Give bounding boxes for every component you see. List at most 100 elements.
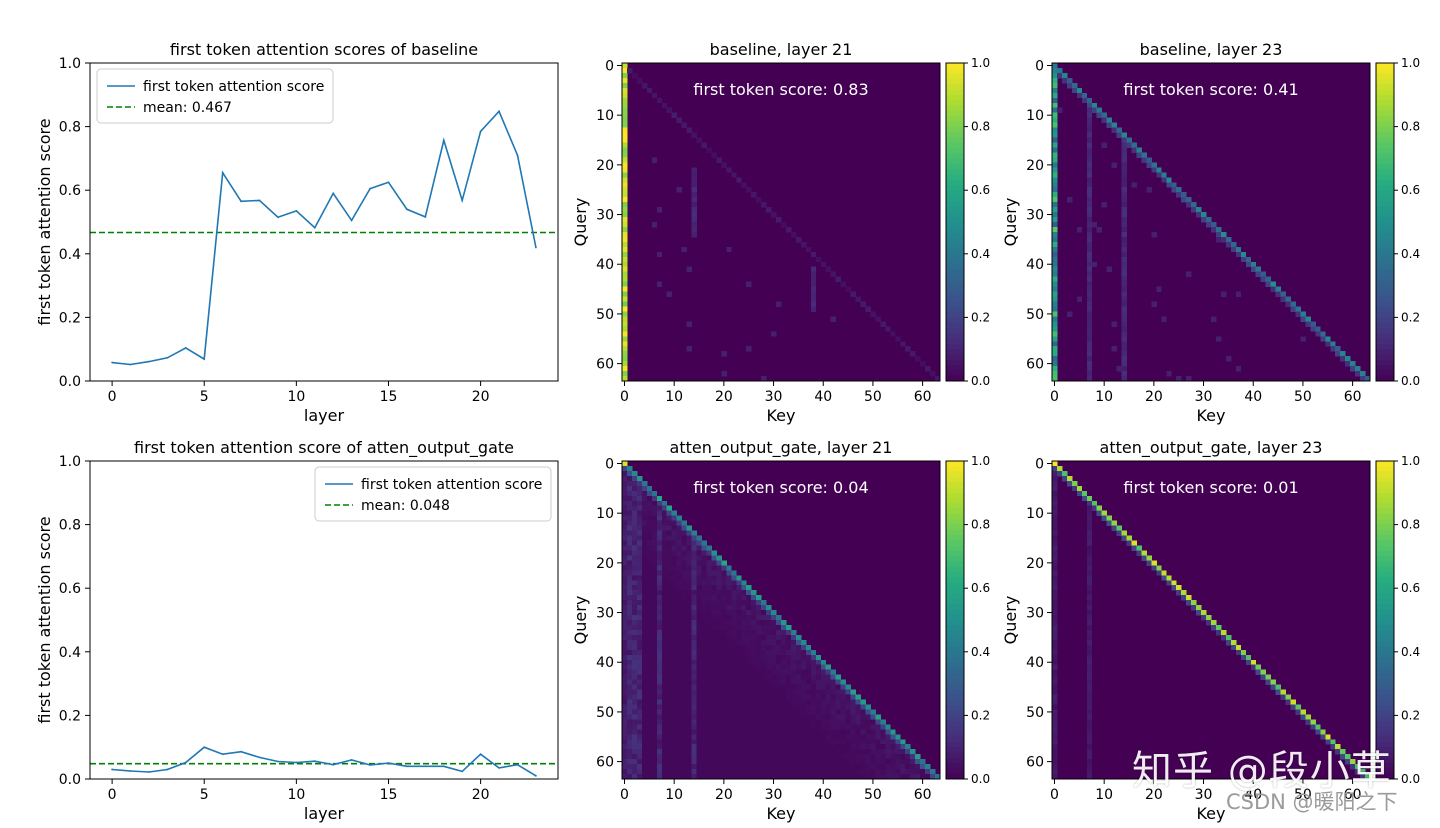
heatmap-cell	[850, 729, 856, 735]
heatmap-cell	[761, 679, 767, 685]
heatmap-cell	[875, 754, 881, 760]
heatmap-cell	[825, 724, 832, 730]
heatmap-cell	[1121, 256, 1127, 263]
heatmap-cell	[696, 764, 702, 770]
heatmap-cell	[726, 714, 732, 720]
colorbar-segment	[1376, 768, 1394, 775]
heatmap-cell	[910, 749, 916, 755]
heatmap-cell	[895, 336, 901, 342]
heatmap-cell	[875, 769, 881, 775]
heatmap-cell	[756, 729, 762, 735]
heatmap-cell	[736, 629, 742, 636]
heatmap-cell	[711, 555, 717, 561]
heatmap-cell	[641, 644, 648, 651]
colorbar-segment	[1376, 354, 1394, 361]
colorbar-segment	[1376, 200, 1394, 207]
heatmap-cell	[795, 694, 802, 700]
heatmap-cell	[1052, 326, 1058, 332]
heatmap-cell	[711, 610, 717, 616]
heatmap-cell	[622, 336, 628, 342]
heatmap-cell	[781, 654, 787, 661]
heatmap-cell	[741, 759, 747, 765]
heatmap-cell	[686, 724, 692, 730]
heatmap-cell	[1116, 530, 1122, 536]
heatmap-cell	[641, 624, 648, 631]
heatmap-cell	[622, 744, 628, 750]
heatmap-cell	[771, 679, 777, 685]
heatmap-cell	[1151, 301, 1157, 307]
heatmap-cell	[905, 769, 911, 775]
heatmap-cell	[701, 714, 707, 720]
heatmap-cell	[681, 550, 687, 556]
heatmap-cell	[641, 649, 648, 656]
plot-frame	[1051, 460, 1371, 780]
heatmap-cell	[805, 724, 812, 730]
heatmap-cell	[860, 769, 866, 775]
heatmap-cell	[622, 515, 628, 522]
heatmap-cell	[626, 744, 633, 750]
chart-title: atten_output_gate, layer 21	[670, 438, 893, 458]
heatmap-cell	[661, 699, 668, 705]
heatmap-cell	[756, 734, 762, 740]
heatmap-cell	[622, 545, 628, 551]
heatmap-cell	[800, 644, 807, 651]
data-point	[240, 750, 242, 753]
heatmap-cell	[661, 525, 668, 531]
heatmap-cell	[651, 605, 658, 611]
heatmap-cell	[1121, 222, 1127, 228]
heatmap-cell	[641, 754, 648, 760]
heatmap-cell	[656, 560, 663, 566]
heatmap-cell	[751, 639, 757, 646]
heatmap-cell	[641, 545, 648, 551]
heatmap-cell	[681, 629, 687, 636]
heatmap-cell	[810, 739, 817, 745]
heatmap-cell	[631, 674, 638, 681]
heatmap-cell	[870, 714, 876, 720]
heatmap-cell	[726, 689, 732, 695]
heatmap-cell	[890, 739, 896, 745]
heatmap-cell	[805, 654, 812, 661]
heatmap-cell	[1081, 490, 1088, 497]
heatmap-cell	[721, 644, 727, 651]
heatmap-cell	[736, 714, 742, 720]
heatmap-cell	[800, 759, 807, 765]
heatmap-cell	[835, 754, 842, 760]
heatmap-cell	[641, 535, 648, 541]
heatmap-cell	[706, 659, 712, 666]
heatmap-cell	[701, 724, 707, 730]
heatmap-cell	[721, 351, 727, 357]
heatmap-cell	[721, 729, 727, 735]
heatmap-cell	[820, 774, 827, 780]
heatmap-cell	[845, 774, 851, 780]
heatmap-cell	[870, 774, 876, 780]
heatmap-cell	[850, 744, 856, 750]
heatmap-cell	[626, 714, 633, 720]
heatmap-cell	[825, 709, 832, 715]
heatmap-cell	[766, 679, 772, 685]
heatmap-cell	[1345, 754, 1351, 760]
heatmap-cell	[711, 644, 717, 651]
heatmap-cell	[681, 689, 687, 695]
heatmap-cell	[671, 620, 678, 626]
heatmap-cell	[641, 719, 648, 725]
heatmap-cell	[1052, 63, 1058, 69]
heatmap-cell	[815, 739, 822, 745]
heatmap-cell	[800, 669, 807, 676]
heatmap-cell	[622, 600, 628, 606]
heatmap-cell	[1285, 699, 1291, 705]
heatmap-cell	[691, 714, 697, 720]
heatmap-cell	[870, 709, 876, 715]
colorbar-segment	[1376, 593, 1394, 600]
heatmap-cell	[676, 729, 683, 735]
heatmap-cell	[736, 774, 742, 780]
heatmap-cell	[1086, 729, 1093, 735]
heatmap-cell	[930, 774, 936, 780]
heatmap-cell	[860, 714, 866, 720]
colorbar-segment	[946, 259, 964, 265]
heatmap-cell	[1285, 296, 1291, 302]
heatmap-cell	[656, 634, 663, 641]
heatmap-cell	[686, 759, 692, 765]
heatmap-cell	[622, 331, 628, 337]
heatmap-cell	[646, 595, 653, 601]
heatmap-cell	[1111, 520, 1117, 526]
